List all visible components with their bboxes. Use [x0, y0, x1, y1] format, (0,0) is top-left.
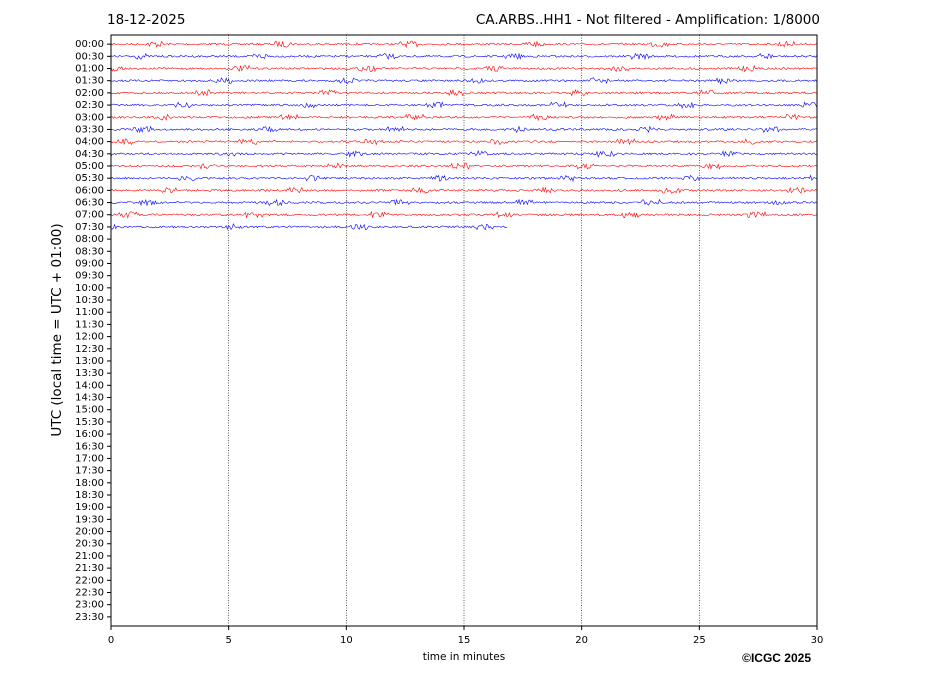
y-tick-label: 20:00 — [75, 527, 104, 538]
y-tick-label: 08:30 — [75, 246, 104, 257]
x-tick-label: 15 — [458, 635, 471, 646]
seismic-trace — [110, 77, 817, 85]
y-tick-label: 00:30 — [75, 51, 104, 62]
seismic-trace — [110, 198, 817, 207]
y-tick-label: 13:30 — [75, 368, 104, 379]
y-tick-label: 15:30 — [75, 417, 104, 428]
y-tick-label: 00:00 — [75, 39, 104, 50]
y-tick-label: 11:00 — [75, 307, 104, 318]
seismic-trace — [110, 162, 817, 170]
y-tick-label: 16:30 — [75, 441, 104, 452]
y-tick-label: 15:00 — [75, 405, 104, 416]
seismic-trace — [110, 101, 817, 109]
y-tick-label: 22:30 — [75, 587, 104, 598]
seismic-trace — [110, 186, 817, 194]
y-tick-label: 11:30 — [75, 319, 104, 330]
seismic-trace — [110, 150, 817, 158]
seismic-trace — [110, 138, 817, 146]
y-tick-label: 21:00 — [75, 551, 104, 562]
seismic-trace — [110, 40, 817, 49]
y-tick-label: 19:00 — [75, 502, 104, 513]
y-tick-label: 04:00 — [75, 137, 104, 148]
seismic-trace — [110, 88, 817, 97]
seismic-trace — [110, 125, 817, 134]
x-tick-label: 10 — [340, 635, 353, 646]
seismic-trace — [110, 113, 817, 122]
x-tick-label: 20 — [575, 635, 588, 646]
y-tick-label: 21:30 — [75, 563, 104, 574]
y-tick-label: 23:00 — [75, 600, 104, 611]
y-tick-label: 14:30 — [75, 393, 104, 404]
y-tick-label: 01:00 — [75, 64, 104, 75]
y-tick-label: 07:30 — [75, 222, 104, 233]
x-tick-label: 0 — [108, 635, 114, 646]
seismic-trace — [110, 223, 508, 231]
y-tick-label: 17:00 — [75, 453, 104, 464]
y-axis-label: UTC (local time = UTC + 01:00) — [49, 223, 65, 436]
y-tick-label: 10:00 — [75, 283, 104, 294]
y-tick-label: 09:30 — [75, 271, 104, 282]
y-tick-label: 14:00 — [75, 380, 104, 391]
seismic-trace — [110, 64, 817, 73]
y-tick-label: 07:00 — [75, 210, 104, 221]
y-tick-label: 23:30 — [75, 612, 104, 623]
y-tick-label: 17:30 — [75, 466, 104, 477]
y-tick-label: 02:30 — [75, 100, 104, 111]
credit: ©ICGC 2025 — [742, 651, 811, 665]
y-tick-label: 02:00 — [75, 88, 104, 99]
seismic-trace — [110, 210, 817, 219]
y-tick-label: 16:00 — [75, 429, 104, 440]
y-tick-label: 05:30 — [75, 173, 104, 184]
chart-title: CA.ARBS..HH1 - Not filtered - Amplificat… — [476, 12, 820, 28]
seismic-trace — [110, 52, 817, 61]
y-tick-label: 03:30 — [75, 124, 104, 135]
x-tick-label: 25 — [693, 635, 706, 646]
y-tick-label: 19:30 — [75, 514, 104, 525]
y-tick-label: 01:30 — [75, 76, 104, 87]
y-tick-label: 20:30 — [75, 539, 104, 550]
x-axis-label: time in minutes — [423, 651, 505, 663]
x-tick-label: 30 — [811, 635, 824, 646]
y-tick-label: 06:00 — [75, 185, 104, 196]
x-tick-label: 5 — [225, 635, 231, 646]
y-tick-label: 22:00 — [75, 575, 104, 586]
y-tick-label: 03:00 — [75, 112, 104, 123]
seismic-trace — [110, 174, 817, 182]
y-tick-label: 05:00 — [75, 161, 104, 172]
y-tick-label: 04:30 — [75, 149, 104, 160]
y-tick-label: 06:30 — [75, 198, 104, 209]
plot-frame — [110, 34, 818, 627]
y-tick-label: 18:00 — [75, 478, 104, 489]
y-tick-label: 09:00 — [75, 258, 104, 269]
y-tick-label: 13:00 — [75, 356, 104, 367]
y-tick-label: 12:00 — [75, 332, 104, 343]
date: 18-12-2025 — [107, 12, 185, 28]
y-tick-label: 12:30 — [75, 344, 104, 355]
y-tick-label: 08:00 — [75, 234, 104, 245]
y-tick-label: 18:30 — [75, 490, 104, 501]
y-tick-label: 10:30 — [75, 295, 104, 306]
